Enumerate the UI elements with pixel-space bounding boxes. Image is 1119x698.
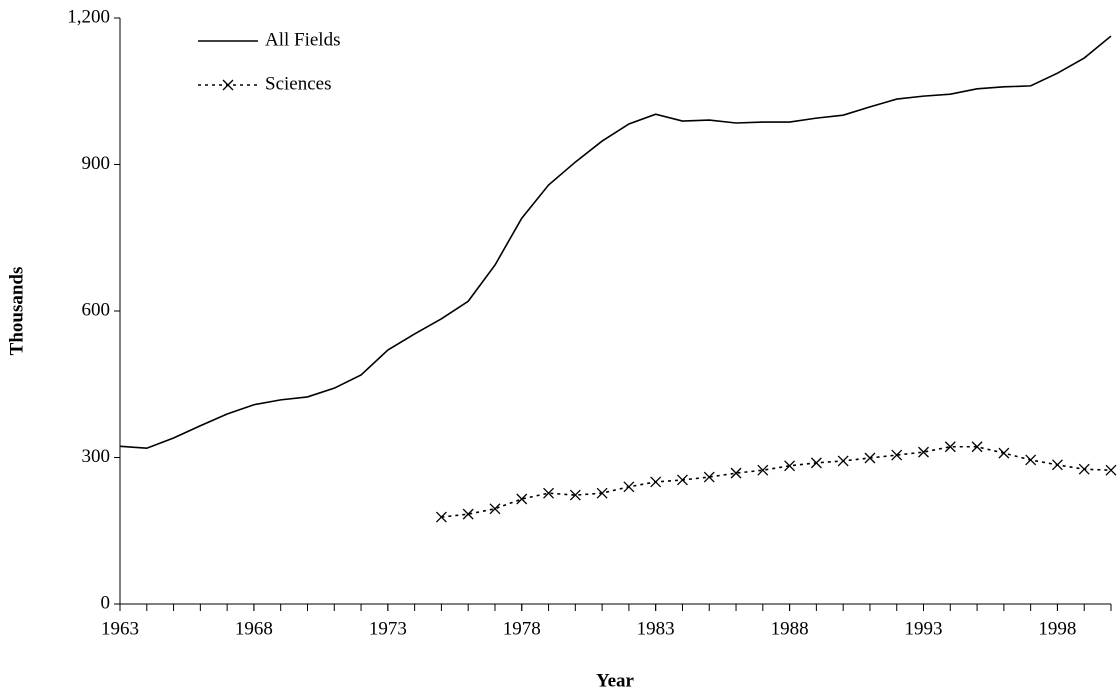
y-tick-label: 300 bbox=[82, 446, 111, 467]
marker bbox=[543, 487, 555, 499]
marker bbox=[676, 474, 688, 486]
marker-stroke bbox=[971, 441, 983, 453]
x-tick-label: 1968 bbox=[235, 618, 273, 639]
marker-stroke bbox=[543, 487, 555, 499]
marker bbox=[810, 457, 822, 469]
marker bbox=[650, 476, 662, 488]
marker bbox=[918, 446, 929, 458]
series-line bbox=[119, 35, 1112, 450]
marker-stroke bbox=[730, 467, 742, 479]
marker-stroke bbox=[462, 508, 474, 520]
marker-stroke bbox=[489, 503, 501, 515]
y-tick-label: 0 bbox=[101, 592, 111, 613]
x-tick-label: 1973 bbox=[369, 618, 407, 639]
marker bbox=[864, 452, 876, 464]
marker bbox=[1025, 454, 1037, 466]
series-line bbox=[441, 445, 1112, 518]
marker bbox=[703, 471, 715, 483]
marker-stroke bbox=[757, 464, 769, 476]
legend-label: Sciences bbox=[265, 73, 331, 94]
x-tick-label: 1993 bbox=[905, 618, 943, 639]
marker bbox=[623, 481, 635, 493]
marker-stroke bbox=[596, 487, 608, 499]
x-tick-label: 1988 bbox=[771, 618, 809, 639]
marker-stroke bbox=[516, 493, 528, 505]
marker-stroke bbox=[918, 446, 929, 458]
marker bbox=[1051, 459, 1063, 471]
x-tick-label: 1963 bbox=[101, 618, 139, 639]
marker-stroke bbox=[222, 79, 234, 91]
marker-stroke bbox=[435, 511, 447, 523]
marker bbox=[1105, 464, 1117, 476]
marker-stroke bbox=[650, 476, 662, 488]
marker-stroke bbox=[1051, 459, 1063, 471]
marker-stroke bbox=[891, 449, 903, 461]
marker-stroke bbox=[864, 452, 876, 464]
marker bbox=[462, 508, 474, 520]
marker-stroke bbox=[998, 447, 1010, 459]
legend-label: All Fields bbox=[265, 29, 340, 50]
y-tick-label: 900 bbox=[82, 153, 111, 174]
y-axis-label: Thousands bbox=[6, 267, 27, 356]
marker-stroke bbox=[810, 457, 822, 469]
x-tick-label: 1978 bbox=[503, 618, 541, 639]
marker bbox=[784, 460, 796, 472]
marker bbox=[569, 489, 581, 501]
marker bbox=[998, 447, 1010, 459]
marker bbox=[516, 493, 528, 505]
marker-stroke bbox=[1078, 463, 1090, 475]
marker-stroke bbox=[837, 455, 849, 467]
marker bbox=[730, 467, 742, 479]
marker bbox=[837, 455, 849, 467]
x-tick-label: 1983 bbox=[637, 618, 675, 639]
y-tick-label: 600 bbox=[82, 299, 111, 320]
marker bbox=[596, 487, 608, 499]
marker-stroke bbox=[676, 474, 688, 486]
y-tick-label: 1,200 bbox=[67, 6, 110, 27]
marker bbox=[757, 464, 769, 476]
marker-stroke bbox=[784, 460, 796, 472]
marker bbox=[222, 79, 234, 91]
marker bbox=[971, 441, 983, 453]
marker bbox=[489, 503, 501, 515]
marker bbox=[1078, 463, 1090, 475]
marker-stroke bbox=[1105, 464, 1117, 476]
marker-stroke bbox=[703, 471, 715, 483]
marker-stroke bbox=[569, 489, 581, 501]
x-axis-label: Year bbox=[596, 670, 635, 691]
x-tick-label: 1998 bbox=[1038, 618, 1076, 639]
marker bbox=[891, 449, 903, 461]
marker bbox=[435, 511, 447, 523]
marker-stroke bbox=[1025, 454, 1037, 466]
marker bbox=[944, 441, 956, 453]
marker-stroke bbox=[623, 481, 635, 493]
marker-stroke bbox=[944, 441, 956, 453]
